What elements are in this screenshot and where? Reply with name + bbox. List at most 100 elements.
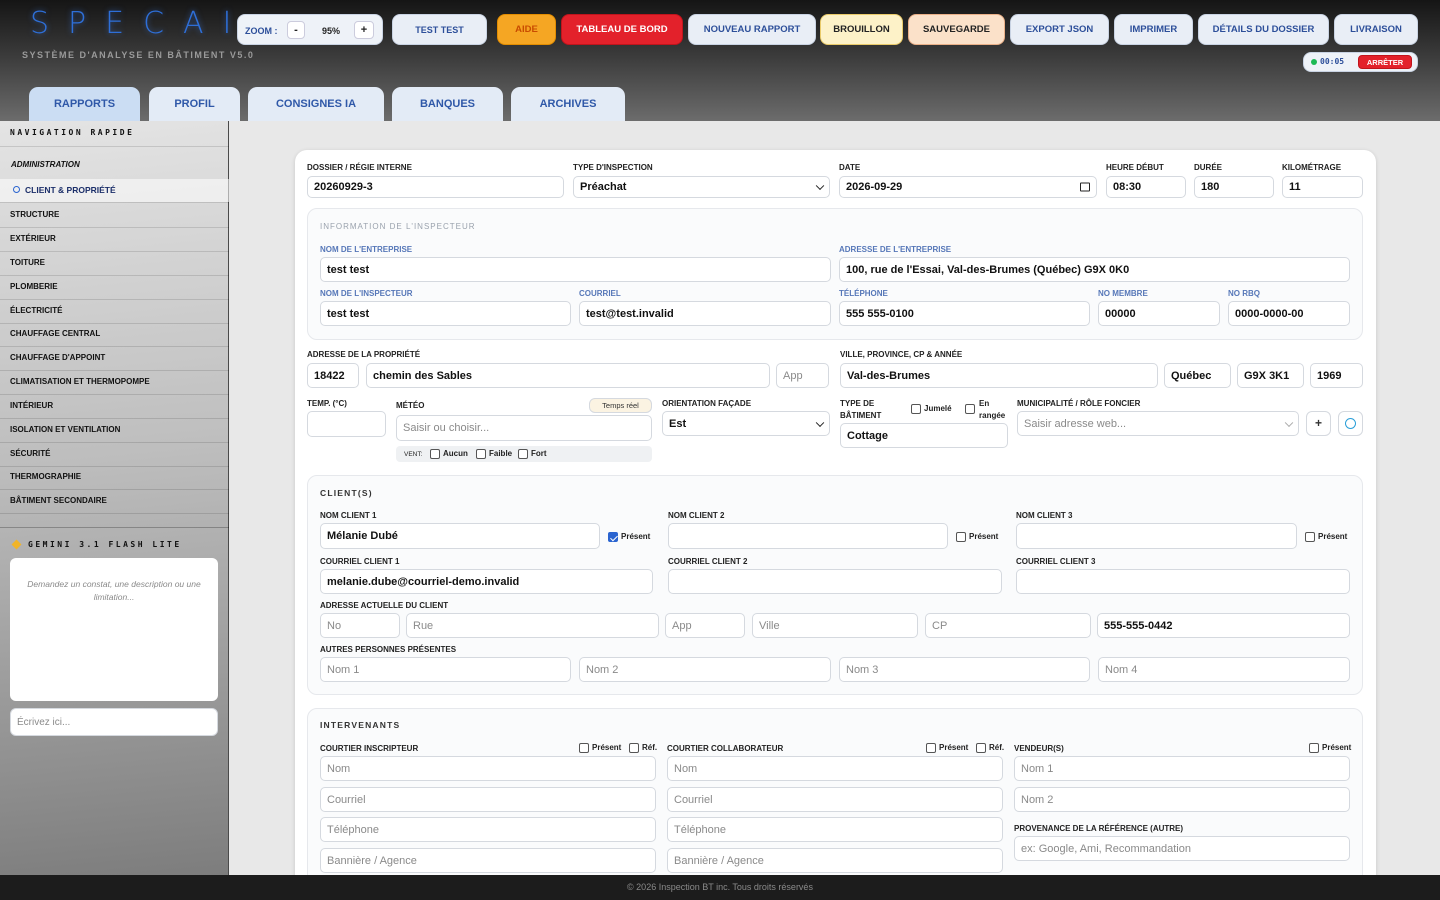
input-field[interactable]: test test (320, 301, 571, 326)
header-button[interactable]: LIVRAISON (1334, 14, 1418, 45)
input-field[interactable]: 100, rue de l'Essai, Val-des-Brumes (Qué… (839, 257, 1350, 282)
input-field[interactable] (1016, 569, 1350, 594)
input-field[interactable]: 20260929-3 (307, 176, 564, 198)
input-field[interactable] (668, 569, 1002, 594)
checkbox[interactable] (476, 449, 486, 459)
input-field[interactable]: Nom 1 (320, 657, 571, 682)
nav-tab[interactable]: ARCHIVES (511, 87, 625, 121)
input-field[interactable]: 08:30 (1106, 176, 1186, 198)
input-field[interactable]: Nom 2 (1014, 787, 1350, 812)
input-field[interactable]: chemin des Sables (366, 363, 770, 388)
input-field[interactable]: G9X 3K1 (1237, 363, 1304, 388)
nav-tab[interactable]: BANQUES (392, 87, 503, 121)
checkbox[interactable] (579, 743, 589, 753)
sidebar-item[interactable]: EXTÉRIEUR (10, 234, 56, 243)
input-field[interactable]: 2026-09-29 (839, 176, 1097, 198)
input-field[interactable]: 18422 (307, 363, 359, 388)
sidebar-item[interactable]: SÉCURITÉ (10, 449, 51, 458)
ai-input[interactable]: Écrivez ici... (10, 708, 218, 736)
input-field[interactable]: Nom 1 (1014, 756, 1350, 781)
input-field[interactable]: Mélanie Dubé (320, 523, 600, 549)
sidebar-item[interactable]: STRUCTURE (10, 210, 60, 219)
checkbox[interactable] (956, 532, 966, 542)
input-field[interactable]: 0000-0000-00 (1228, 301, 1350, 326)
header-button[interactable]: EXPORT JSON (1010, 14, 1109, 45)
nav-tab[interactable]: RAPPORTS (29, 87, 140, 121)
input-field[interactable]: Nom 2 (579, 657, 831, 682)
checkbox[interactable] (430, 449, 440, 459)
header-button[interactable]: TABLEAU DE BORD (561, 14, 683, 45)
input-field[interactable]: Bannière / Agence (320, 848, 656, 873)
sidebar-item[interactable]: PLOMBERIE (10, 282, 58, 291)
input-field[interactable]: Nom (667, 756, 1003, 781)
input-field[interactable]: Québec (1164, 363, 1231, 388)
sidebar-item[interactable]: THERMOGRAPHIE (10, 472, 82, 481)
nav-tab[interactable]: PROFIL (149, 87, 240, 121)
input-field[interactable]: Cottage (840, 423, 1008, 448)
header-button[interactable]: BROUILLON (820, 14, 903, 45)
sidebar-item[interactable]: ISOLATION ET VENTILATION (10, 425, 121, 434)
nav-tab[interactable]: CONSIGNES IA (248, 87, 384, 121)
input-field[interactable]: 555-555-0442 (1097, 613, 1350, 638)
input-field[interactable]: Ville (752, 613, 918, 638)
input-field[interactable]: Est (662, 411, 830, 436)
add-municipality[interactable]: + (1306, 411, 1331, 436)
input-field[interactable]: 180 (1194, 176, 1274, 198)
checkbox[interactable] (965, 404, 975, 414)
user-menu[interactable]: TEST TEST (392, 14, 487, 45)
checkbox[interactable] (629, 743, 639, 753)
input-field[interactable]: Nom 3 (839, 657, 1090, 682)
input-field[interactable]: test@test.invalid (579, 301, 831, 326)
realtime-weather[interactable]: Temps réel (589, 398, 652, 413)
input-field[interactable]: melanie.dube@courriel-demo.invalid (320, 569, 653, 594)
input-field[interactable]: Nom 4 (1098, 657, 1350, 682)
sidebar-item[interactable]: INTÉRIEUR (10, 401, 54, 410)
input-field[interactable] (668, 523, 948, 549)
header-button[interactable]: IMPRIMER (1114, 14, 1193, 45)
stop-timer[interactable]: ARRÊTER (1358, 55, 1412, 69)
header-button[interactable]: NOUVEAU RAPPORT (688, 14, 816, 45)
sidebar-item[interactable]: CLIMATISATION ET THERMOPOMPE (10, 377, 150, 386)
input-field[interactable]: Saisir ou choisir... (396, 415, 652, 441)
input-field[interactable]: 555 555-0100 (839, 301, 1090, 326)
input-field[interactable]: Courriel (667, 787, 1003, 812)
input-field[interactable]: App (776, 363, 829, 388)
input-field[interactable]: Bannière / Agence (667, 848, 1003, 873)
header-button[interactable]: SAUVEGARDE (908, 14, 1005, 45)
input-field[interactable]: Courriel (320, 787, 656, 812)
input-field[interactable]: App (665, 613, 745, 638)
checkbox[interactable] (1309, 743, 1319, 753)
input-field[interactable]: ex: Google, Ami, Recommandation (1014, 836, 1350, 861)
input-field[interactable]: test test (320, 257, 831, 282)
checkbox[interactable] (976, 743, 986, 753)
sidebar-item[interactable]: TOITURE (10, 258, 45, 267)
checkbox[interactable] (911, 404, 921, 414)
input-field[interactable]: Val-des-Brumes (840, 363, 1158, 388)
input-field[interactable]: 00000 (1098, 301, 1220, 326)
input-field[interactable]: Préachat (573, 176, 830, 198)
input-field[interactable]: 11 (1282, 176, 1363, 198)
sidebar-item[interactable]: CLIENT & PROPRIÉTÉ (25, 185, 116, 195)
input-field[interactable]: Rue (406, 613, 659, 638)
header-button[interactable]: AIDE (497, 14, 556, 45)
input-field[interactable]: Téléphone (667, 817, 1003, 842)
input-field[interactable] (1016, 523, 1297, 549)
sidebar-item[interactable]: CHAUFFAGE D'APPOINT (10, 353, 106, 362)
input-field[interactable]: Saisir adresse web... (1017, 411, 1299, 436)
input-field[interactable]: Téléphone (320, 817, 656, 842)
checkbox[interactable] (608, 532, 618, 542)
sidebar-item[interactable]: CHAUFFAGE CENTRAL (10, 329, 101, 338)
header-button[interactable]: DÉTAILS DU DOSSIER (1198, 14, 1329, 45)
checkbox[interactable] (1305, 532, 1315, 542)
checkbox[interactable] (518, 449, 528, 459)
zoom-out[interactable]: - (287, 21, 305, 39)
input-field[interactable]: Nom (320, 756, 656, 781)
checkbox[interactable] (926, 743, 936, 753)
sidebar-item[interactable]: BÂTIMENT SECONDAIRE (10, 496, 107, 505)
input-field[interactable]: CP (925, 613, 1091, 638)
input-field[interactable]: No (320, 613, 400, 638)
input-field[interactable] (307, 411, 386, 437)
input-field[interactable]: 1969 (1310, 363, 1363, 388)
zoom-in[interactable]: + (354, 21, 374, 39)
sidebar-item[interactable]: ÉLECTRICITÉ (10, 306, 63, 315)
